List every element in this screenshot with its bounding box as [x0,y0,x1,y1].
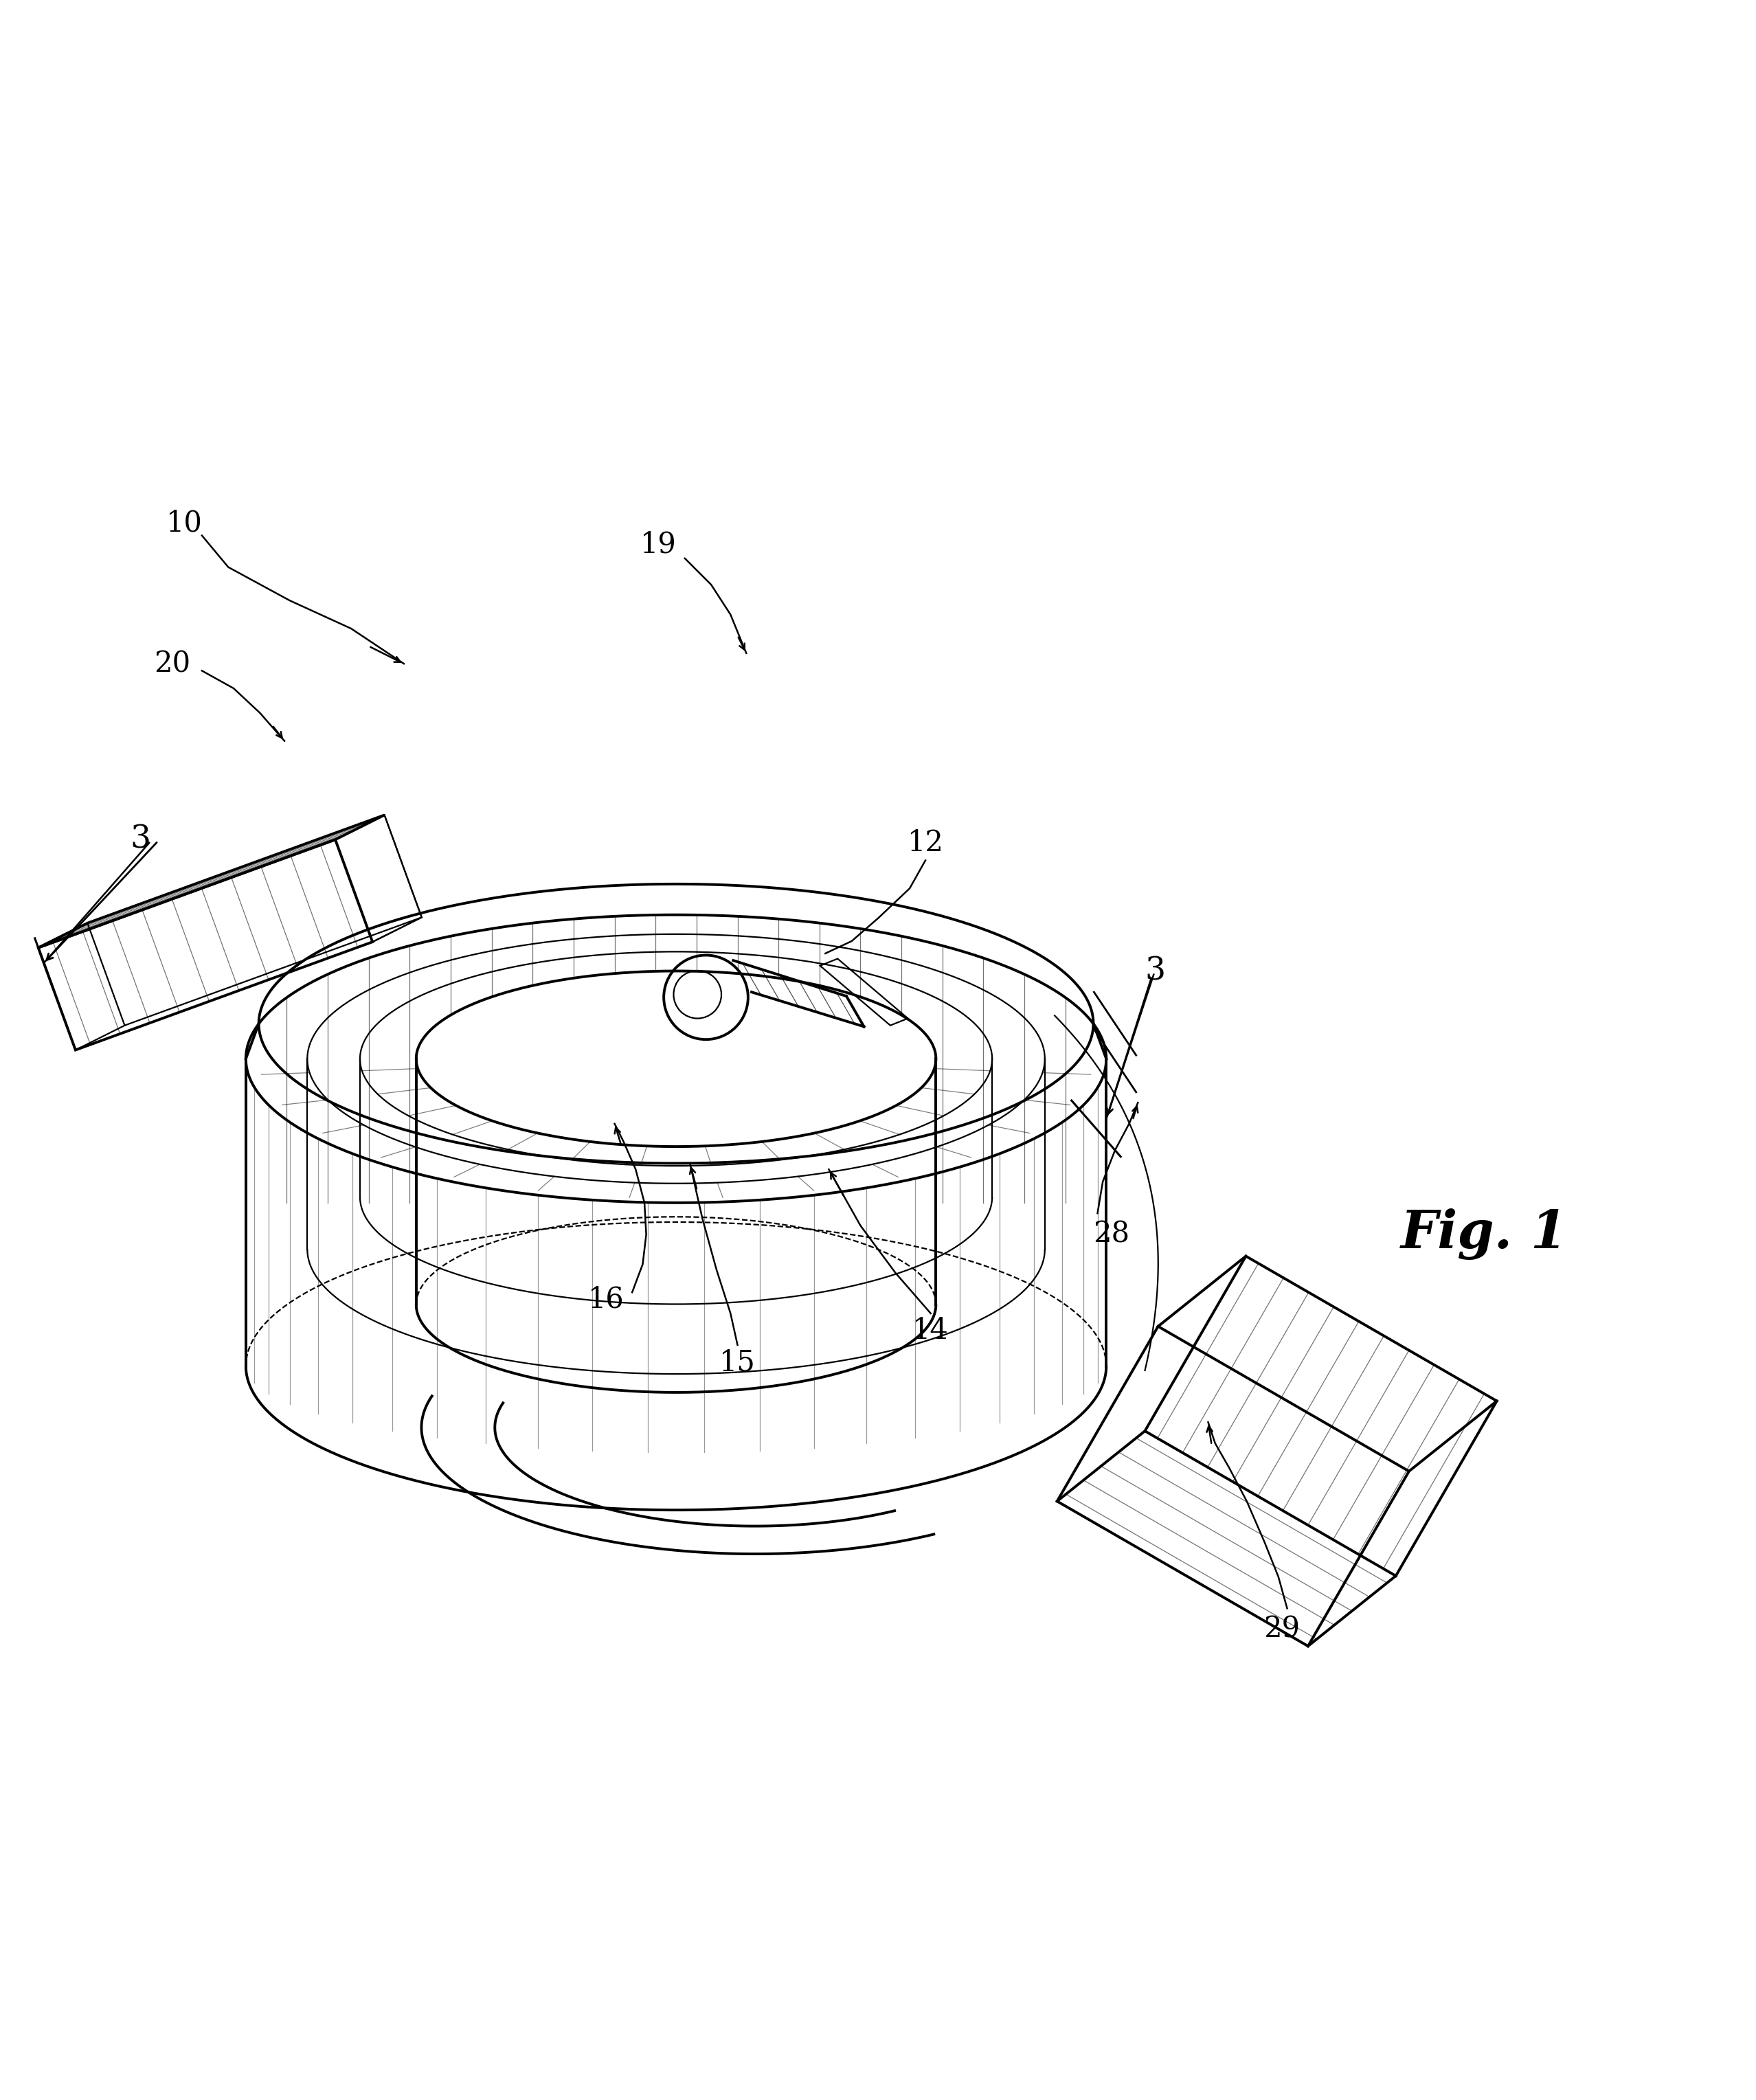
Text: 3: 3 [130,823,151,855]
Text: 28: 28 [1094,1220,1129,1250]
Text: 19: 19 [641,529,676,559]
Text: 20: 20 [155,649,190,678]
Text: 10: 10 [167,508,202,538]
Text: 14: 14 [913,1317,948,1346]
Text: Fig. 1: Fig. 1 [1400,1210,1568,1260]
Text: 16: 16 [588,1285,623,1315]
Text: 3: 3 [1145,956,1166,987]
Text: 15: 15 [720,1348,755,1378]
Text: 12: 12 [908,827,943,857]
Text: 29: 29 [1264,1615,1299,1644]
